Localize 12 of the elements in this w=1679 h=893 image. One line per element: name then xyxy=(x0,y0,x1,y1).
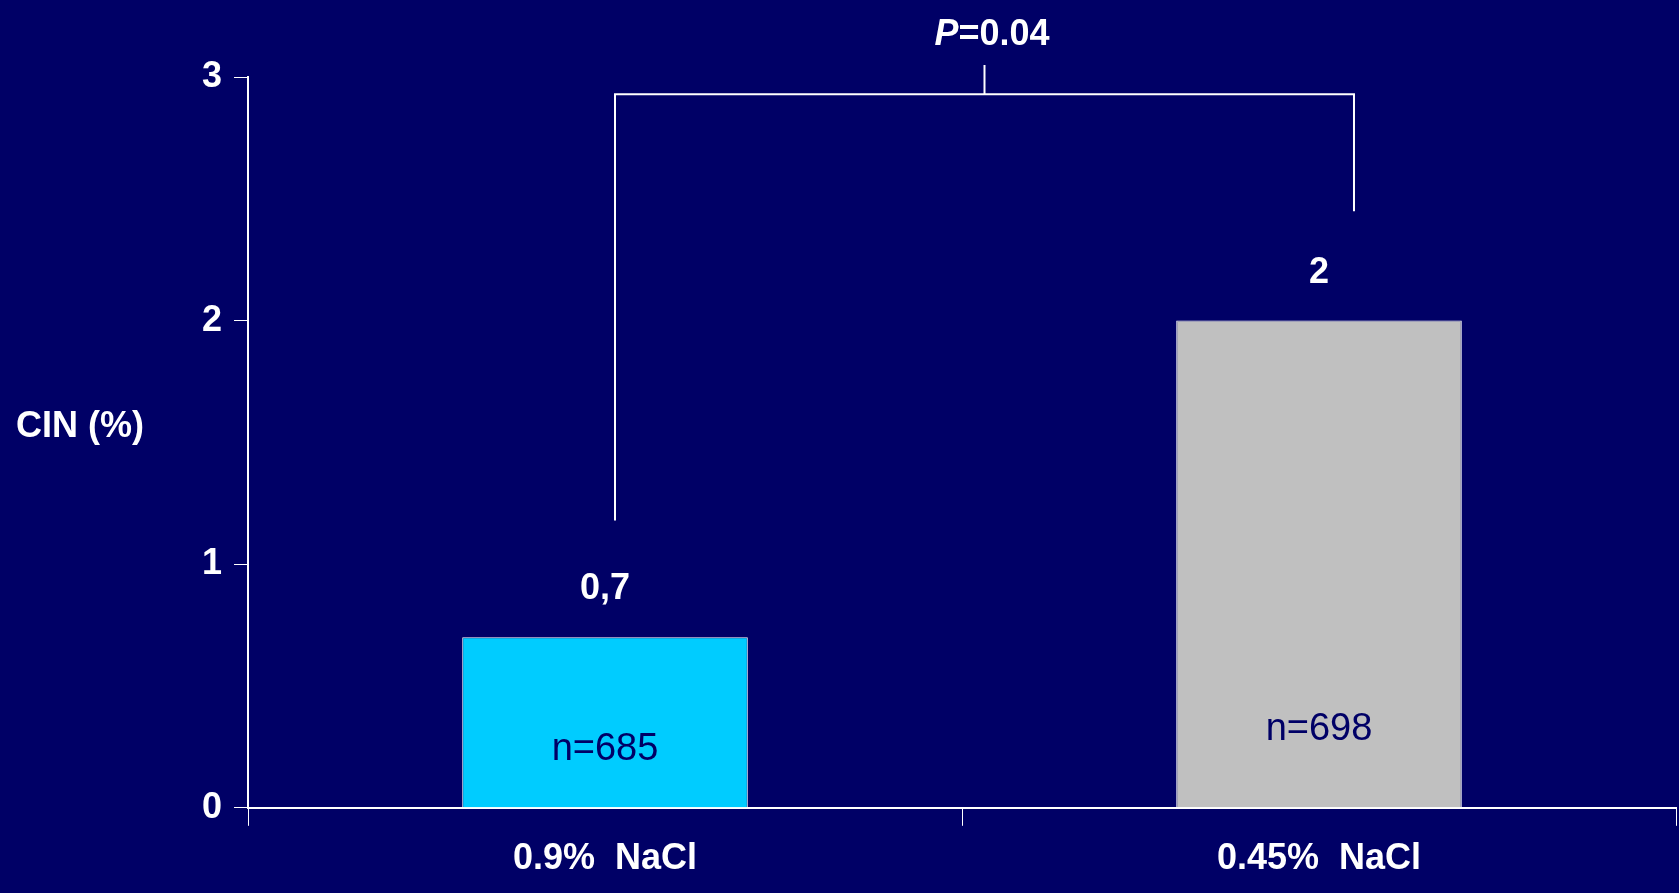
y-tick-label: 2 xyxy=(201,297,223,339)
x-tick-label: 0.45% NaCl xyxy=(1216,836,1422,878)
data-label: 2 xyxy=(1308,249,1330,291)
data-label: 0,7 xyxy=(579,566,631,608)
annotation: n=685 xyxy=(551,725,659,768)
y-tick-label: 1 xyxy=(201,541,223,583)
annotation: n=698 xyxy=(1265,706,1373,749)
text: P=0.04 xyxy=(934,12,1050,53)
y-tick-label: 3 xyxy=(201,53,223,95)
x-tick-label: 0.9% NaCl xyxy=(512,836,698,878)
y-tick-label: 0 xyxy=(201,784,223,826)
y-axis-title: CIN (%) xyxy=(16,404,144,446)
